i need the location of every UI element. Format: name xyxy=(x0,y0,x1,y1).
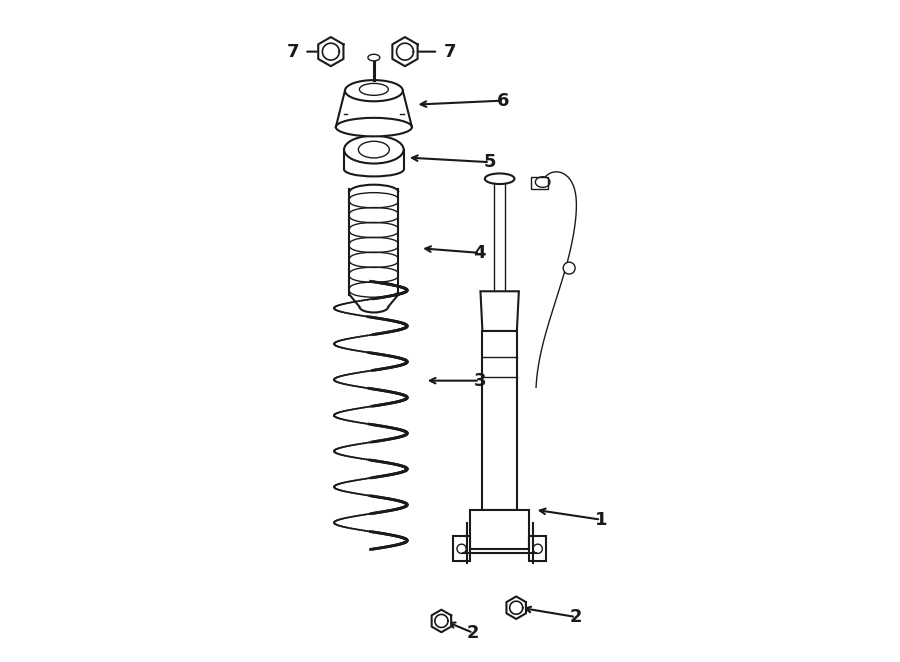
Text: 2: 2 xyxy=(467,624,480,642)
Text: 2: 2 xyxy=(570,608,582,626)
Text: 5: 5 xyxy=(483,153,496,171)
Polygon shape xyxy=(454,536,470,561)
Bar xyxy=(494,175,505,298)
Text: 6: 6 xyxy=(497,91,509,110)
Polygon shape xyxy=(432,610,451,632)
Bar xyxy=(470,510,529,549)
Ellipse shape xyxy=(359,83,388,95)
Ellipse shape xyxy=(336,118,412,136)
Polygon shape xyxy=(481,291,518,331)
Polygon shape xyxy=(319,37,344,66)
Ellipse shape xyxy=(344,136,404,164)
Ellipse shape xyxy=(485,173,515,184)
Text: 7: 7 xyxy=(287,42,300,61)
Text: 7: 7 xyxy=(444,42,456,61)
Polygon shape xyxy=(507,596,526,619)
Polygon shape xyxy=(529,536,546,561)
Ellipse shape xyxy=(368,54,380,61)
Ellipse shape xyxy=(345,80,403,101)
Ellipse shape xyxy=(358,141,390,158)
Circle shape xyxy=(533,544,543,553)
Text: 4: 4 xyxy=(473,244,486,262)
Circle shape xyxy=(457,544,466,553)
Bar xyxy=(482,331,517,510)
Text: 3: 3 xyxy=(473,371,486,390)
Text: 1: 1 xyxy=(595,510,608,529)
Polygon shape xyxy=(392,37,418,66)
Bar xyxy=(531,177,548,189)
Circle shape xyxy=(563,262,575,274)
